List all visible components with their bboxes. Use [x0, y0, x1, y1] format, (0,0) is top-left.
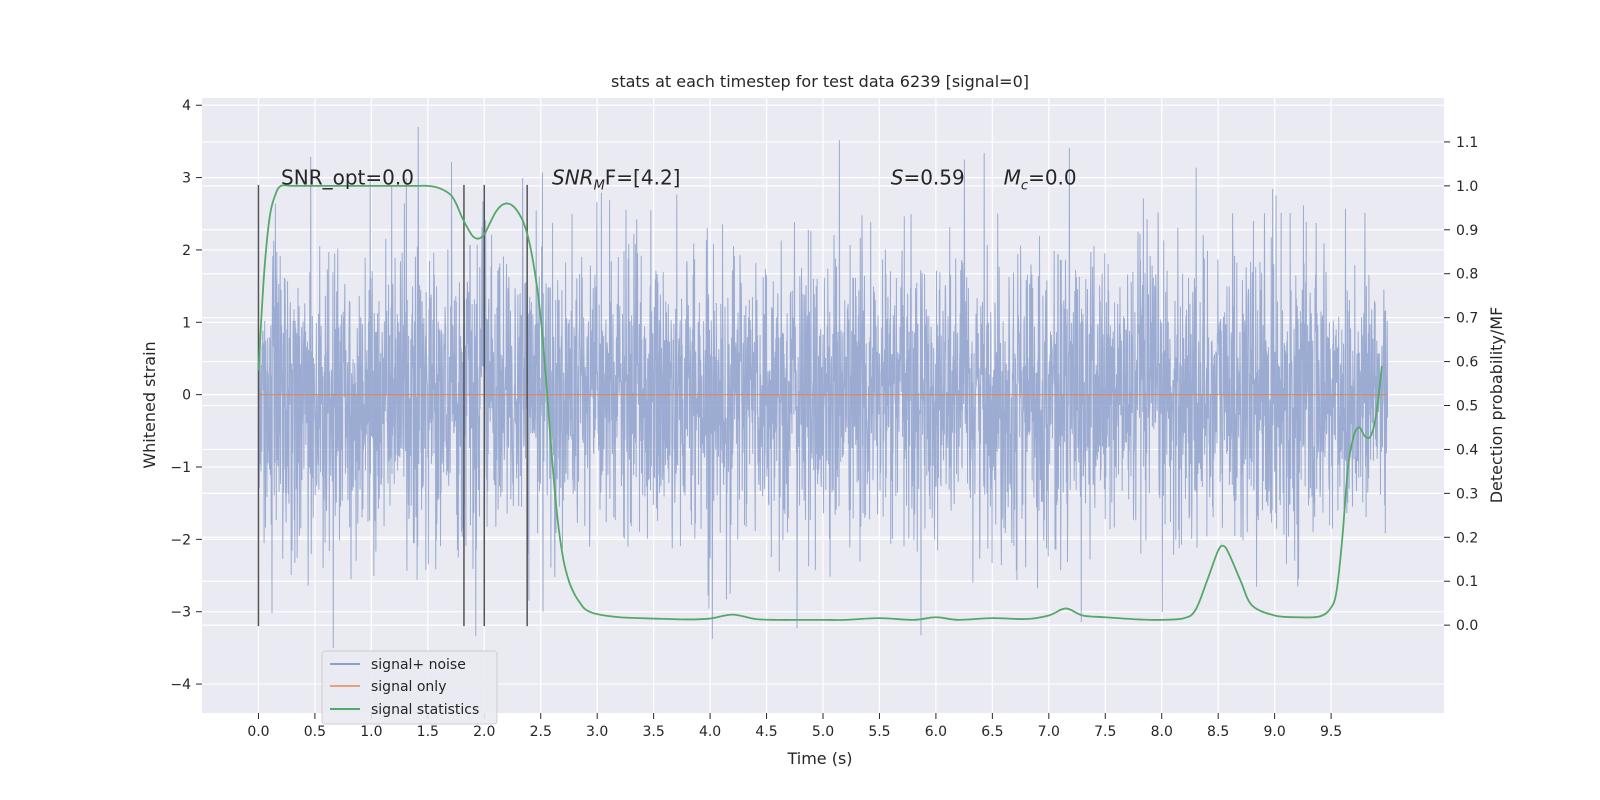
x-tick-label-1: 0.5	[304, 724, 326, 740]
y-tick-label-4: 0	[182, 388, 191, 404]
x-axis-label: Time (s)	[786, 749, 852, 768]
y-right-tick-label-7: 0.7	[1456, 311, 1478, 327]
y-right-tick-label-9: 0.9	[1456, 223, 1478, 239]
x-tick-label-9: 4.5	[755, 724, 777, 740]
annotation-snr-mf: SNRMF=[4.2]	[552, 166, 680, 194]
x-tick-label-13: 6.5	[981, 724, 1003, 740]
y-right-tick-label-2: 0.2	[1456, 530, 1478, 546]
legend-label-signal: signal only	[371, 679, 446, 695]
x-tick-label-6: 3.0	[586, 724, 608, 740]
y-right-tick-label-5: 0.5	[1456, 399, 1478, 415]
y-right-tick-label-1: 0.1	[1456, 574, 1478, 590]
x-tick-label-11: 5.5	[868, 724, 890, 740]
annotation-mc: Mc=0.0	[1004, 166, 1077, 194]
legend-label-noise: signal+ noise	[371, 657, 466, 673]
y-right-tick-label-11: 1.1	[1456, 135, 1478, 151]
y-tick-label-2: −2	[170, 532, 191, 548]
x-tick-label-4: 2.0	[473, 724, 495, 740]
vertical-markers	[257, 184, 528, 627]
y-right-tick-label-6: 0.6	[1456, 355, 1478, 371]
x-tick-label-12: 6.0	[925, 724, 947, 740]
annotation-s: S=0.59	[891, 166, 965, 190]
x-tick-label-16: 8.0	[1151, 724, 1173, 740]
legend-label-stats: signal statistics	[371, 702, 479, 718]
annotation-snr-opt: SNR_opt=0.0	[281, 166, 414, 190]
y-right-tick-label-0: 0.0	[1456, 618, 1478, 634]
x-tick-label-5: 2.5	[530, 724, 552, 740]
axes: 0.0 0.5 1.0 1.5 2.0 2.5 3.0 3.5 4.0 4.5 5.0 5.5 6.0 6…	[170, 98, 1478, 740]
x-tick-label-15: 7.5	[1094, 724, 1116, 740]
y-axis-label: Whitened strain	[140, 341, 159, 468]
x-tick-label-3: 1.5	[417, 724, 439, 740]
x-tick-label-8: 4.0	[699, 724, 721, 740]
x-tick-label-7: 3.5	[643, 724, 665, 740]
y-tick-label-8: 4	[182, 98, 191, 114]
y-right-tick-label-10: 1.0	[1456, 179, 1478, 195]
x-tick-label-17: 8.5	[1207, 724, 1229, 740]
x-tick-label-19: 9.5	[1320, 724, 1342, 740]
y-right-tick-label-4: 0.4	[1456, 442, 1478, 458]
x-tick-label-14: 7.0	[1038, 724, 1060, 740]
y-tick-label-7: 3	[182, 171, 191, 187]
series-signal-noise	[257, 126, 1389, 648]
y-right-axis-label: Detection probability/MF	[1487, 307, 1506, 504]
y-tick-label-5: 1	[182, 315, 191, 331]
y-tick-label-3: −1	[170, 460, 191, 476]
x-tick-label-18: 9.0	[1264, 724, 1286, 740]
annotations: SNR_opt=0.0 SNRMF=[4.2] S=0.59 Mc=0.0	[281, 166, 1077, 194]
legend-box	[321, 650, 498, 725]
signal-statistics-line	[257, 184, 1383, 621]
chart-title: stats at each timestep for test data 623…	[611, 72, 1029, 91]
x-tick-label-10: 5.0	[812, 724, 834, 740]
x-tick-label-2: 1.0	[360, 724, 382, 740]
y-right-tick-label-3: 0.3	[1456, 486, 1478, 502]
y-tick-label-6: 2	[182, 243, 191, 259]
legend: signal+ noise signal only signal statist…	[321, 650, 498, 725]
x-tick-label-0: 0.0	[247, 724, 269, 740]
y-tick-label-0: −4	[170, 677, 191, 693]
y-right-tick-label-8: 0.8	[1456, 267, 1478, 283]
series-signal-statistics	[257, 184, 1383, 621]
y-tick-label-1: −3	[170, 605, 191, 621]
signal-noise-line	[257, 126, 1389, 648]
